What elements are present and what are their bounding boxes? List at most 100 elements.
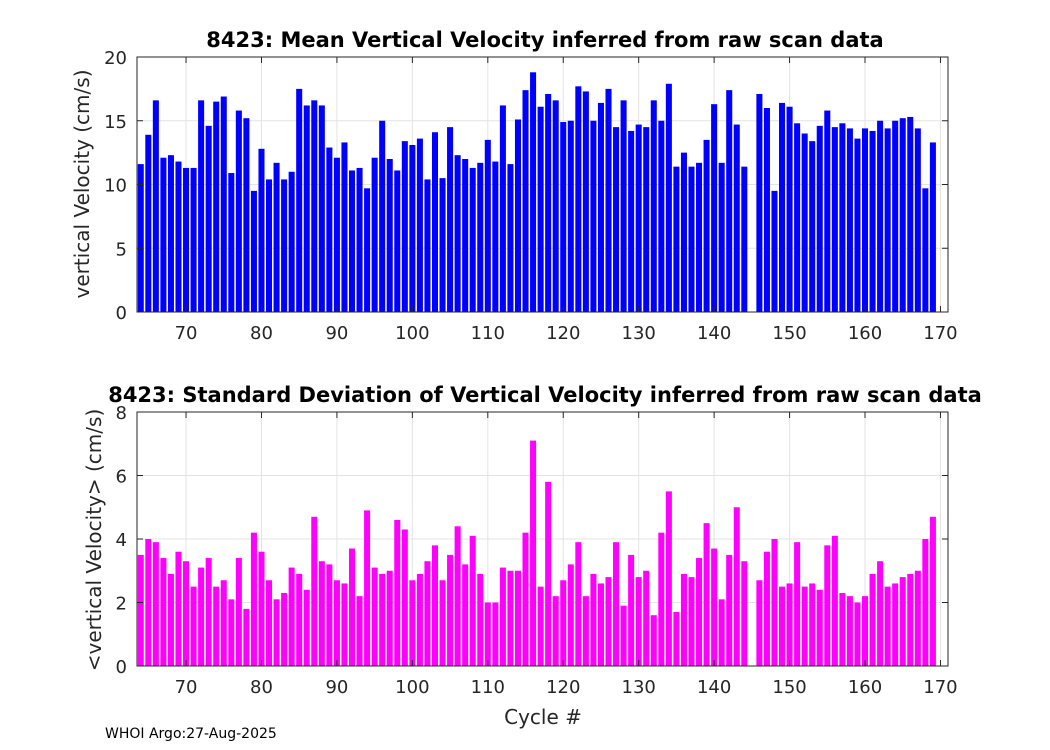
bar [386,570,393,666]
x-tick-label: 150 [772,677,806,698]
bar [213,101,220,312]
bar [379,573,386,666]
x-tick-label: 100 [395,677,429,698]
bar [250,532,257,666]
x-tick-label: 160 [848,323,882,344]
footer-stamp: WHOI Argo:27-Aug-2025 [105,726,277,742]
x-tick-label: 110 [471,323,505,344]
bar [613,542,620,666]
bar [899,577,906,666]
bar [816,589,823,666]
bar [884,586,891,666]
bar [258,148,265,312]
bar [628,130,635,312]
bar [658,120,665,312]
bar [733,124,740,312]
bar [175,551,182,666]
bar [198,100,205,312]
bar [364,510,371,666]
x-tick-label: 120 [546,323,580,344]
bar [680,573,687,666]
bar [477,573,484,666]
x-tick-label: 130 [622,323,656,344]
x-tick-label: 110 [471,677,505,698]
y-tick-label: 8 [116,403,127,424]
bar [884,128,891,312]
bar [303,589,310,666]
bar [243,608,250,666]
bar [552,596,559,666]
bar [846,596,853,666]
bar [183,167,190,312]
bar [718,162,725,312]
bar [711,548,718,666]
bar [477,162,484,312]
bar [190,167,197,312]
y-tick-label: 4 [116,530,127,551]
mean-velocity-chart: 8423: Mean Vertical Velocity inferred fr… [70,28,958,344]
bar [333,157,340,312]
bar [892,583,899,666]
bar [228,173,235,312]
bar [839,592,846,666]
bar [824,545,831,666]
bar [567,120,574,312]
bar [235,110,242,312]
bar [333,580,340,666]
bar [431,132,439,312]
bar [522,90,529,313]
std-velocity-chart: 8423: Standard Deviation of Vertical Vel… [82,383,982,729]
x-tick-label: 120 [546,677,580,698]
bar [167,573,174,666]
bar [922,539,929,666]
bar [311,100,318,312]
bar [160,558,167,666]
bar [530,440,537,666]
bar [831,127,838,312]
y-axis-label: vertical Velocity (cm/s) [70,70,94,299]
bar [575,542,582,666]
bar [869,573,876,666]
bar [499,567,506,666]
bar [514,570,521,666]
bar [801,586,808,666]
bar [296,88,303,312]
bar [273,599,280,666]
bar [499,105,506,312]
bar [816,125,823,312]
bar [243,118,250,312]
bar [462,564,469,666]
x-tick-label: 80 [250,323,273,344]
chart-title: 8423: Mean Vertical Velocity inferred fr… [206,28,883,52]
bar [371,567,378,666]
bar [854,602,861,666]
bar [575,86,582,312]
bar [145,134,152,312]
bar [763,108,770,312]
bar [673,166,680,312]
bar [658,532,665,666]
bar [454,155,461,312]
bar [741,561,748,666]
bar [763,551,770,666]
bar [401,141,408,312]
bar [175,161,182,312]
bar [907,573,914,666]
bar [688,166,695,312]
bar [688,577,695,666]
bar [137,554,144,666]
bar [582,596,589,666]
bar [341,142,348,312]
bar [160,157,167,312]
bar [726,554,733,666]
bar [409,580,416,666]
bar [379,120,386,312]
bar [439,580,446,666]
bar [786,106,793,312]
bar [703,139,710,312]
bar [152,100,159,312]
bar [137,164,144,312]
bar [756,93,763,312]
bar [597,102,604,313]
